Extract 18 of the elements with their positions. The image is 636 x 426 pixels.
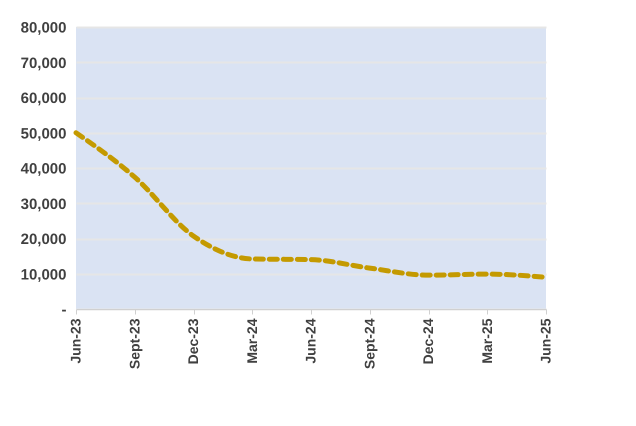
y-tick-label: 80,000: [20, 20, 66, 36]
x-tick-label: Jun-23: [68, 318, 84, 364]
x-tick-label: Dec-24: [420, 318, 436, 364]
x-tick-label: Mar-24: [244, 318, 260, 364]
x-tick-label: Jun-25: [538, 318, 554, 364]
y-tick-label: 50,000: [20, 125, 66, 142]
x-tick-label: Jun-24: [302, 318, 318, 364]
x-tick-label: Mar-25: [478, 318, 495, 364]
y-tick-label: 60,000: [20, 90, 66, 107]
y-tick-label: 30,000: [20, 196, 66, 213]
y-tick-label: -: [62, 302, 66, 318]
y-tick-label: 10,000: [20, 266, 66, 284]
y-tick-label: 70,000: [20, 54, 66, 72]
y-tick-label: 40,000: [20, 160, 66, 178]
x-tick-label: Sept-24: [361, 318, 378, 370]
y-tick-label: 20,000: [20, 231, 66, 248]
x-tick-label: Dec-23: [185, 318, 201, 364]
x-tick-label: Sept-23: [126, 318, 142, 370]
